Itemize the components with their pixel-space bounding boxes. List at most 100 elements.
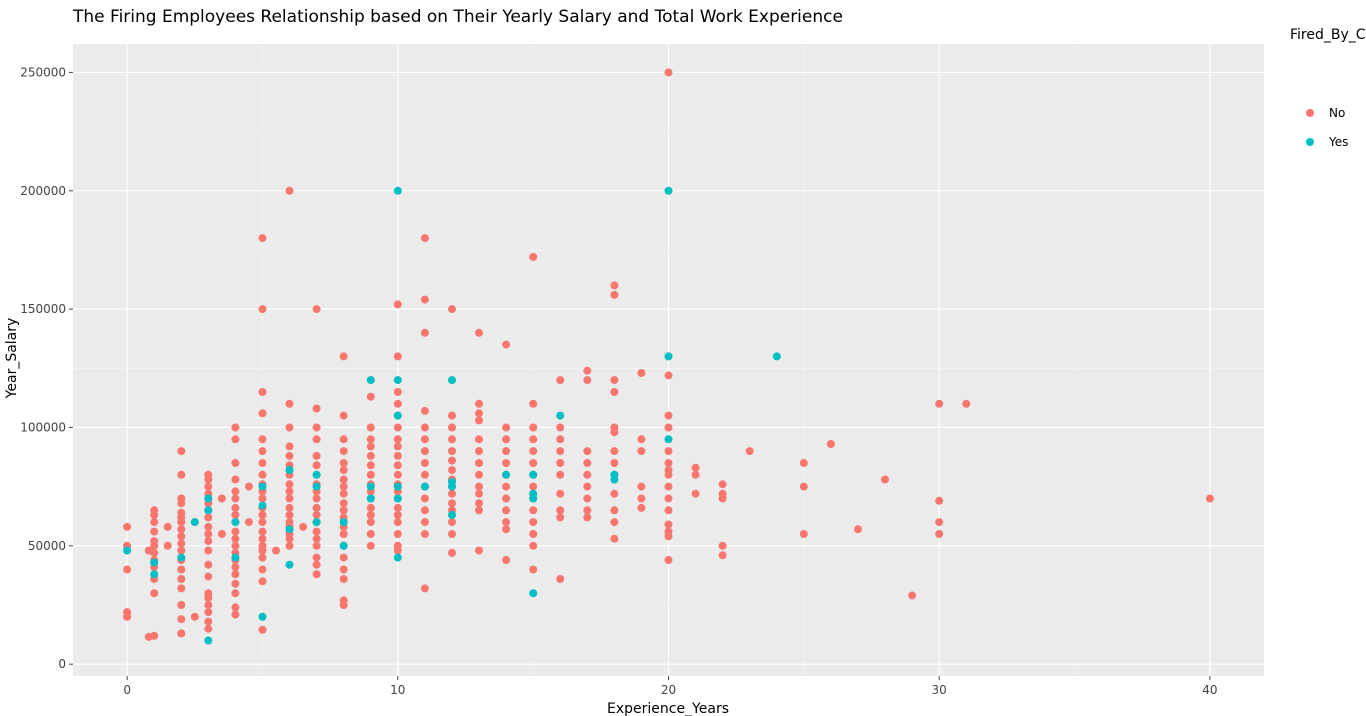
- data-point-no: [529, 253, 538, 261]
- data-point-no: [177, 494, 186, 503]
- data-point-no: [231, 603, 240, 612]
- data-point-no: [475, 489, 483, 498]
- data-point-no: [177, 565, 186, 574]
- data-point-no: [583, 506, 592, 515]
- data-point-no: [664, 411, 673, 420]
- data-point-no: [529, 399, 538, 408]
- data-point-no: [231, 534, 240, 543]
- data-point-no: [339, 489, 348, 498]
- data-point-no: [177, 629, 186, 638]
- data-point-no: [366, 503, 375, 512]
- data-point-no: [935, 496, 944, 505]
- data-point-no: [177, 584, 186, 593]
- data-point-no: [448, 411, 456, 420]
- data-point-no: [393, 503, 402, 512]
- data-point-yes: [150, 570, 159, 579]
- data-point-no: [339, 447, 348, 456]
- data-point-no: [272, 546, 280, 555]
- data-point-no: [475, 328, 483, 337]
- data-point-no: [366, 518, 375, 527]
- data-point-no: [150, 631, 159, 640]
- data-point-no: [610, 423, 619, 432]
- data-point-no: [529, 506, 538, 515]
- data-point-no: [502, 423, 511, 432]
- data-point-no: [177, 546, 186, 555]
- data-point-yes: [231, 518, 240, 527]
- data-point-no: [610, 281, 619, 290]
- data-point-yes: [556, 411, 565, 420]
- data-point-no: [231, 579, 240, 588]
- data-point-yes: [123, 546, 132, 555]
- data-point-no: [448, 518, 456, 527]
- data-point-no: [448, 489, 456, 498]
- data-point-yes: [190, 518, 199, 527]
- legend-label-yes: Yes: [1328, 135, 1348, 149]
- data-point-no: [312, 527, 321, 536]
- data-point-no: [420, 506, 429, 515]
- data-point-no: [556, 575, 565, 583]
- data-point-no: [583, 447, 592, 456]
- data-point-yes: [664, 352, 673, 361]
- axis-ticks: 0 10 20 30 40 0 50000 100000 150000 200000 250000: [20, 65, 1217, 697]
- data-point-no: [475, 482, 483, 491]
- data-point-no: [258, 518, 267, 527]
- data-point-no: [204, 513, 213, 522]
- legend: Fired_By_Company No Yes: [1290, 27, 1366, 149]
- data-point-no: [204, 546, 213, 555]
- data-point-no: [285, 494, 294, 503]
- data-point-no: [420, 494, 429, 503]
- data-point-no: [826, 440, 835, 448]
- data-point-no: [935, 399, 944, 408]
- data-point-no: [502, 506, 511, 515]
- data-point-yes: [393, 186, 402, 195]
- data-point-no: [231, 610, 240, 619]
- data-point-no: [393, 399, 402, 408]
- data-point-no: [745, 447, 754, 456]
- data-points: [123, 68, 1214, 645]
- data-point-no: [448, 466, 456, 475]
- data-point-no: [258, 553, 267, 562]
- data-point-no: [502, 518, 511, 527]
- legend-marker-yes: [1306, 138, 1314, 146]
- data-point-no: [475, 546, 483, 555]
- data-point-no: [556, 423, 565, 432]
- data-point-no: [366, 392, 375, 401]
- data-point-no: [231, 423, 240, 432]
- data-point-no: [610, 518, 619, 527]
- data-point-no: [123, 612, 132, 621]
- data-point-no: [420, 435, 429, 444]
- x-tick-label: 10: [390, 683, 405, 697]
- data-point-no: [231, 527, 240, 536]
- data-point-no: [718, 480, 727, 489]
- data-point-no: [339, 475, 348, 484]
- data-point-no: [448, 435, 456, 444]
- data-point-no: [339, 596, 348, 605]
- data-point-no: [610, 447, 619, 456]
- legend-label-no: No: [1329, 106, 1345, 120]
- data-point-no: [583, 366, 592, 375]
- data-point-no: [420, 530, 429, 538]
- data-point-no: [177, 508, 186, 517]
- data-point-no: [420, 447, 429, 456]
- data-point-no: [285, 451, 294, 460]
- legend-title: Fired_By_Company: [1290, 27, 1366, 43]
- data-point-no: [177, 447, 186, 456]
- data-point-no: [502, 556, 511, 564]
- chart-title: The Firing Employees Relationship based …: [72, 7, 843, 27]
- data-point-no: [393, 300, 402, 309]
- data-point-no: [285, 186, 294, 195]
- data-point-no: [393, 461, 402, 470]
- data-point-yes: [258, 482, 267, 491]
- data-point-no: [664, 447, 673, 456]
- data-point-no: [610, 376, 619, 385]
- data-point-no: [393, 518, 402, 527]
- data-point-no: [285, 487, 294, 496]
- data-point-no: [393, 530, 402, 538]
- data-point-no: [258, 534, 267, 543]
- data-point-no: [583, 513, 592, 522]
- data-point-no: [177, 575, 186, 583]
- data-point-no: [610, 534, 619, 543]
- data-point-no: [475, 459, 483, 467]
- data-point-no: [204, 482, 213, 491]
